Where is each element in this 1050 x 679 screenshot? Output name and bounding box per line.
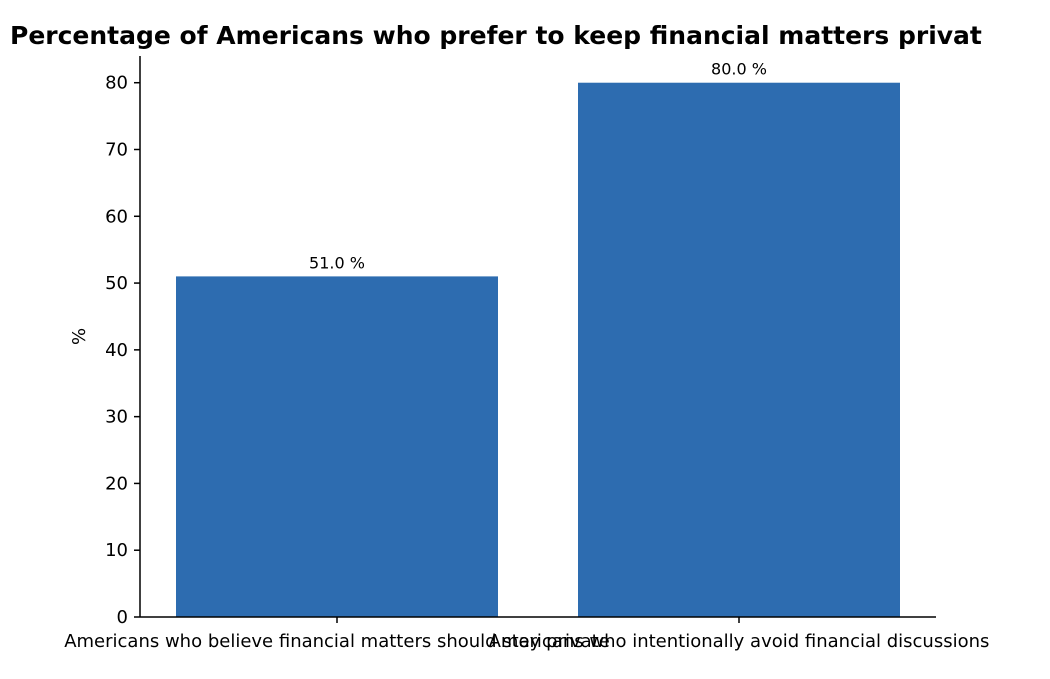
y-tick-label: 40: [105, 340, 128, 361]
bars-group: [176, 82, 900, 617]
value-labels-group: 51.0 % 80.0 %: [309, 60, 767, 273]
y-axis-ticks: 0 10 20 30 40 50 60 70 80: [105, 73, 140, 628]
y-axis-label: %: [69, 328, 90, 345]
y-tick-label: 20: [105, 473, 128, 494]
x-tick-label: Americans who intentionally avoid financ…: [489, 631, 990, 652]
bar: [578, 82, 900, 617]
x-axis-ticks: Americans who believe financial matters …: [64, 617, 989, 652]
bar-value-label: 80.0 %: [711, 60, 767, 79]
y-tick-label: 10: [105, 540, 128, 561]
y-tick-label: 60: [105, 206, 128, 227]
bar: [176, 276, 498, 617]
y-tick-label: 50: [105, 273, 128, 294]
y-tick-label: 70: [105, 140, 128, 161]
x-tick-label: Americans who believe financial matters …: [64, 631, 610, 652]
y-tick-label: 80: [105, 73, 128, 94]
y-tick-label: 0: [117, 607, 128, 628]
y-tick-label: 30: [105, 407, 128, 428]
bar-value-label: 51.0 %: [309, 253, 365, 272]
chart-title: Percentage of Americans who prefer to ke…: [10, 21, 982, 50]
